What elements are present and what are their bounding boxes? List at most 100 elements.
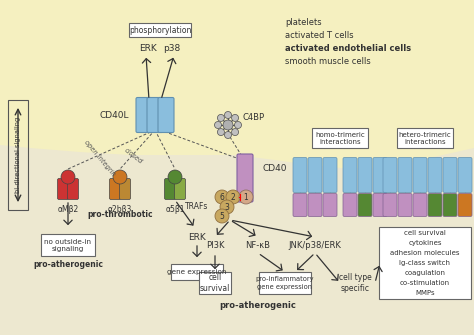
FancyBboxPatch shape — [428, 194, 442, 216]
Text: JNK/p38/ERK: JNK/p38/ERK — [289, 241, 341, 250]
Text: gene expression: gene expression — [167, 269, 227, 275]
Circle shape — [61, 170, 75, 184]
FancyBboxPatch shape — [413, 157, 427, 193]
FancyBboxPatch shape — [383, 157, 397, 193]
Polygon shape — [0, 145, 474, 335]
Text: C4BP: C4BP — [243, 113, 265, 122]
FancyBboxPatch shape — [413, 194, 427, 216]
FancyBboxPatch shape — [373, 194, 387, 216]
Text: 6: 6 — [219, 193, 224, 201]
FancyBboxPatch shape — [164, 179, 175, 200]
Text: cell
survival: cell survival — [200, 273, 230, 293]
Text: cell survival: cell survival — [404, 230, 446, 236]
Circle shape — [223, 120, 233, 130]
Text: activated T cells: activated T cells — [285, 31, 354, 40]
FancyBboxPatch shape — [129, 23, 191, 37]
Circle shape — [218, 115, 224, 121]
FancyBboxPatch shape — [199, 272, 231, 294]
Text: α5β1: α5β1 — [165, 205, 185, 214]
Text: hetero-trimeric
interactions: hetero-trimeric interactions — [399, 132, 451, 144]
Text: NF-κB: NF-κB — [246, 241, 271, 250]
FancyBboxPatch shape — [174, 179, 185, 200]
Text: TRAFs: TRAFs — [185, 201, 208, 210]
Text: cytokines: cytokines — [408, 240, 442, 246]
FancyBboxPatch shape — [136, 97, 152, 133]
FancyBboxPatch shape — [443, 157, 457, 193]
Circle shape — [239, 190, 253, 204]
FancyBboxPatch shape — [147, 97, 163, 133]
Text: Ig-class switch: Ig-class switch — [400, 260, 450, 266]
FancyBboxPatch shape — [428, 157, 442, 193]
FancyBboxPatch shape — [158, 97, 174, 133]
Text: p38: p38 — [164, 44, 181, 53]
Text: smooth muscle cells: smooth muscle cells — [285, 57, 371, 66]
Circle shape — [215, 122, 221, 129]
Text: cell type
specific: cell type specific — [338, 273, 371, 293]
FancyBboxPatch shape — [358, 194, 372, 216]
Text: CD40: CD40 — [263, 163, 288, 173]
FancyBboxPatch shape — [398, 194, 412, 216]
FancyBboxPatch shape — [40, 234, 95, 256]
FancyBboxPatch shape — [171, 264, 223, 280]
Text: co-stimulation: co-stimulation — [400, 280, 450, 286]
Text: PI3K: PI3K — [206, 241, 224, 250]
Circle shape — [225, 112, 231, 119]
Text: MMPs: MMPs — [415, 290, 435, 296]
FancyBboxPatch shape — [323, 157, 337, 193]
Text: open integrin: open integrin — [83, 139, 117, 177]
FancyBboxPatch shape — [343, 194, 357, 216]
Circle shape — [220, 200, 234, 214]
Circle shape — [226, 190, 240, 204]
FancyBboxPatch shape — [398, 157, 412, 193]
Text: coagulation: coagulation — [404, 270, 446, 276]
FancyBboxPatch shape — [237, 154, 253, 202]
FancyBboxPatch shape — [293, 194, 307, 216]
Circle shape — [215, 209, 229, 223]
Text: phosphorylation: phosphorylation — [129, 25, 191, 35]
Text: 1: 1 — [244, 193, 248, 201]
Circle shape — [218, 129, 224, 136]
FancyBboxPatch shape — [373, 157, 387, 193]
FancyBboxPatch shape — [308, 194, 322, 216]
Circle shape — [232, 129, 238, 136]
Circle shape — [225, 132, 231, 138]
FancyBboxPatch shape — [323, 194, 337, 216]
Text: no outside-in
signaling: no outside-in signaling — [45, 239, 91, 252]
FancyBboxPatch shape — [343, 157, 357, 193]
Text: α2bβ3: α2bβ3 — [108, 205, 132, 214]
Text: pro-atherogenic: pro-atherogenic — [219, 300, 296, 310]
Text: ERK: ERK — [139, 44, 157, 53]
Text: 3: 3 — [225, 202, 229, 211]
FancyBboxPatch shape — [67, 179, 79, 200]
Text: platelets: platelets — [285, 18, 322, 27]
FancyBboxPatch shape — [443, 194, 457, 216]
Text: pro-atherogenic: pro-atherogenic — [33, 260, 103, 269]
FancyBboxPatch shape — [397, 128, 453, 148]
FancyBboxPatch shape — [379, 227, 471, 299]
FancyBboxPatch shape — [57, 179, 69, 200]
Text: pro-thrombotic: pro-thrombotic — [87, 210, 153, 219]
FancyBboxPatch shape — [119, 179, 130, 200]
Text: 2: 2 — [231, 193, 236, 201]
Text: activated endothelial cells: activated endothelial cells — [285, 44, 411, 53]
Circle shape — [168, 170, 182, 184]
FancyBboxPatch shape — [259, 272, 311, 294]
Text: bi-directional signaling: bi-directional signaling — [15, 117, 21, 193]
FancyBboxPatch shape — [458, 157, 472, 193]
Text: ERK: ERK — [188, 232, 206, 242]
FancyBboxPatch shape — [293, 157, 307, 193]
FancyBboxPatch shape — [312, 128, 368, 148]
Text: 5: 5 — [219, 211, 224, 220]
Circle shape — [215, 190, 229, 204]
FancyBboxPatch shape — [383, 194, 397, 216]
FancyBboxPatch shape — [358, 157, 372, 193]
FancyBboxPatch shape — [458, 194, 472, 216]
Text: adhesion molecules: adhesion molecules — [390, 250, 460, 256]
FancyBboxPatch shape — [109, 179, 120, 200]
Circle shape — [235, 122, 241, 129]
Circle shape — [113, 170, 127, 184]
Text: CD40L: CD40L — [100, 111, 129, 120]
Text: homo-trimeric
interactions: homo-trimeric interactions — [315, 132, 365, 144]
Text: αMβ2: αMβ2 — [57, 205, 79, 214]
FancyBboxPatch shape — [308, 157, 322, 193]
